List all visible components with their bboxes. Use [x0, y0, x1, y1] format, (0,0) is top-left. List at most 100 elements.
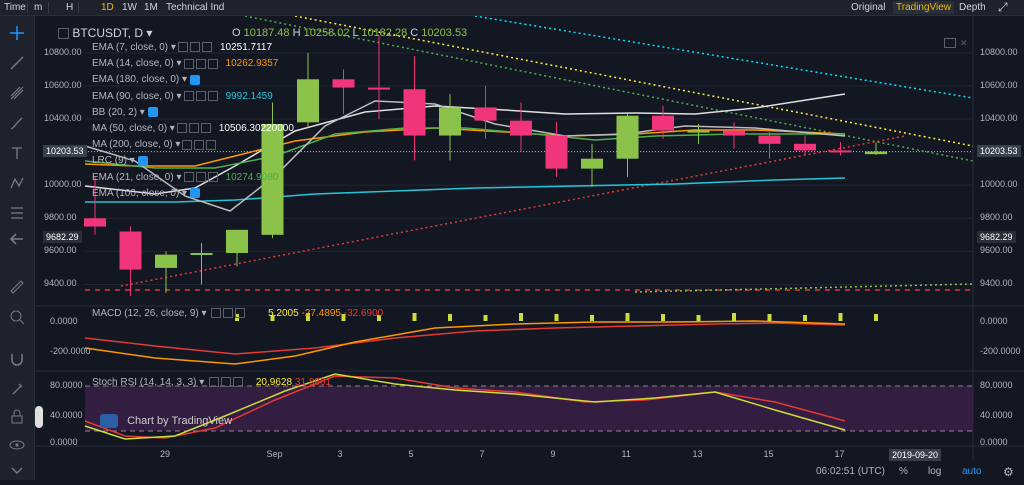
price-chart[interactable]: [35, 16, 1024, 480]
indicator-actions[interactable]: [182, 171, 218, 183]
indicator-label[interactable]: MA (50, close, 0): [92, 123, 168, 135]
indicator-label[interactable]: EMA (7, close, 0): [92, 42, 169, 54]
candle-body[interactable]: [226, 229, 248, 254]
chevron-down-icon[interactable]: ▾: [199, 377, 205, 389]
candle-body[interactable]: [368, 87, 390, 90]
indicator-actions[interactable]: [209, 308, 246, 319]
indicator-actions[interactable]: [182, 58, 218, 69]
candle-body[interactable]: [474, 107, 497, 121]
crosshair-icon[interactable]: [8, 24, 26, 42]
trendline-red: [120, 135, 906, 287]
text-icon[interactable]: [8, 144, 26, 162]
indicator-label[interactable]: EMA (90, close, 0): [92, 90, 174, 102]
log-toggle[interactable]: log: [928, 466, 942, 477]
chevron-down-icon[interactable]: ▾: [137, 106, 145, 118]
interval-h[interactable]: H: [66, 2, 74, 13]
candle-body[interactable]: [545, 135, 568, 169]
indicator-label[interactable]: EMA (14, close, 0): [92, 58, 174, 70]
candle-body[interactable]: [723, 130, 745, 136]
chevron-down-icon[interactable]: ▾: [179, 187, 188, 199]
stoch-legend: Stoch RSI (14, 14, 3, 3) ▾ 20.9628 31.88…: [92, 377, 331, 388]
open-label: O: [232, 27, 241, 39]
view-original[interactable]: Original: [851, 2, 886, 13]
ruler-icon[interactable]: [8, 278, 26, 296]
scroll-handle[interactable]: [35, 406, 43, 428]
pattern-icon[interactable]: [8, 174, 26, 192]
indicator-tick-label: 0.0000: [50, 437, 78, 447]
back-arrow-icon[interactable]: [8, 230, 26, 248]
macd-label[interactable]: MACD (12, 26, close, 9): [92, 308, 199, 320]
chevron-down-icon[interactable]: ▾: [172, 139, 181, 151]
zoom-icon[interactable]: [8, 308, 26, 326]
stoch-label[interactable]: Stoch RSI (14, 14, 3, 3): [92, 377, 197, 389]
technical-indicators-button[interactable]: Technical Ind: [166, 2, 225, 13]
candle-body[interactable]: [439, 107, 461, 136]
trendline-icon[interactable]: [8, 54, 26, 72]
indicator-label[interactable]: EMA (21, close, 0): [92, 171, 174, 183]
candle-body[interactable]: [687, 130, 710, 133]
indicator-actions[interactable]: [137, 155, 148, 166]
chevron-down-icon[interactable]: ▾: [201, 308, 207, 320]
candle-body[interactable]: [581, 158, 603, 169]
candle-body[interactable]: [403, 89, 426, 136]
interval-m[interactable]: m: [34, 2, 43, 13]
stay-drawing-icon[interactable]: [8, 380, 26, 398]
chevron-down-icon[interactable]: ▾: [179, 74, 188, 86]
chevron-down-icon[interactable]: ▾: [173, 171, 182, 183]
chevron-down-icon[interactable]: ▾: [173, 90, 182, 102]
interval-1m[interactable]: 1M: [144, 2, 158, 13]
candle-body[interactable]: [510, 120, 532, 136]
candle-body[interactable]: [155, 254, 177, 268]
view-tradingview[interactable]: TradingView: [893, 1, 955, 14]
chevron-down-icon[interactable]: ▾: [146, 26, 153, 40]
indicator-label[interactable]: MA (200, close, 0): [92, 139, 173, 151]
candle-body[interactable]: [616, 115, 639, 159]
candle-body[interactable]: [297, 79, 319, 123]
close-pane-icon[interactable]: ✕: [960, 38, 968, 48]
candle-body[interactable]: [794, 143, 816, 151]
chevron-down-icon[interactable]: [8, 462, 26, 480]
indicator-actions[interactable]: [207, 377, 244, 388]
indicator-actions[interactable]: [175, 123, 211, 134]
candle-body[interactable]: [865, 151, 887, 155]
candle-body[interactable]: [652, 115, 674, 131]
candle-body[interactable]: [190, 253, 213, 256]
fib-icon[interactable]: [8, 204, 26, 222]
symbol-name[interactable]: BTCUSDT, D: [72, 26, 144, 40]
indicator-label[interactable]: EMA (100, close, 0): [92, 187, 180, 199]
candle-body[interactable]: [119, 231, 142, 270]
lock-icon[interactable]: [8, 408, 26, 426]
indicator-label[interactable]: LRC (9): [92, 155, 128, 167]
indicator-actions[interactable]: [190, 74, 201, 85]
candle-body[interactable]: [758, 135, 781, 144]
auto-toggle[interactable]: auto: [962, 466, 982, 477]
indicator-actions[interactable]: [182, 90, 218, 102]
candle-body[interactable]: [829, 150, 852, 153]
interval-1w[interactable]: 1W: [122, 2, 137, 13]
indicator-actions[interactable]: [180, 139, 217, 150]
chevron-down-icon[interactable]: ▾: [173, 58, 182, 70]
eye-icon[interactable]: [8, 436, 26, 454]
candle-body[interactable]: [261, 123, 284, 235]
view-depth[interactable]: Depth: [959, 2, 986, 13]
chevron-down-icon[interactable]: ▾: [168, 42, 176, 54]
candle-body[interactable]: [332, 79, 355, 88]
indicator-label[interactable]: EMA (180, close, 0): [92, 74, 180, 86]
macd-bar: [412, 313, 417, 321]
chevron-down-icon[interactable]: ▾: [127, 155, 135, 167]
indicator-actions[interactable]: [190, 188, 201, 199]
pane-collapse-icon[interactable]: [944, 38, 956, 48]
interval-1d[interactable]: 1D: [101, 2, 114, 13]
indicator-tick-label: 0.0000: [50, 316, 78, 326]
indicator-actions[interactable]: [147, 107, 158, 118]
fullscreen-icon[interactable]: ⤢: [998, 0, 1008, 14]
settings-gear-icon[interactable]: ⚙: [1003, 465, 1014, 479]
pitchfork-icon[interactable]: [8, 84, 26, 102]
indicator-label[interactable]: BB (20, 2): [92, 106, 138, 118]
percent-toggle[interactable]: %: [899, 466, 908, 477]
brush-icon[interactable]: [8, 114, 26, 132]
indicator-actions[interactable]: [176, 42, 212, 53]
chevron-down-icon[interactable]: ▾: [167, 123, 175, 135]
magnet-icon[interactable]: [8, 350, 26, 368]
candle-body[interactable]: [84, 218, 106, 227]
